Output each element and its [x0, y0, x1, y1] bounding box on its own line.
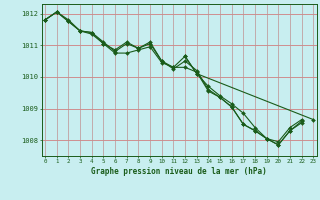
X-axis label: Graphe pression niveau de la mer (hPa): Graphe pression niveau de la mer (hPa) — [91, 167, 267, 176]
